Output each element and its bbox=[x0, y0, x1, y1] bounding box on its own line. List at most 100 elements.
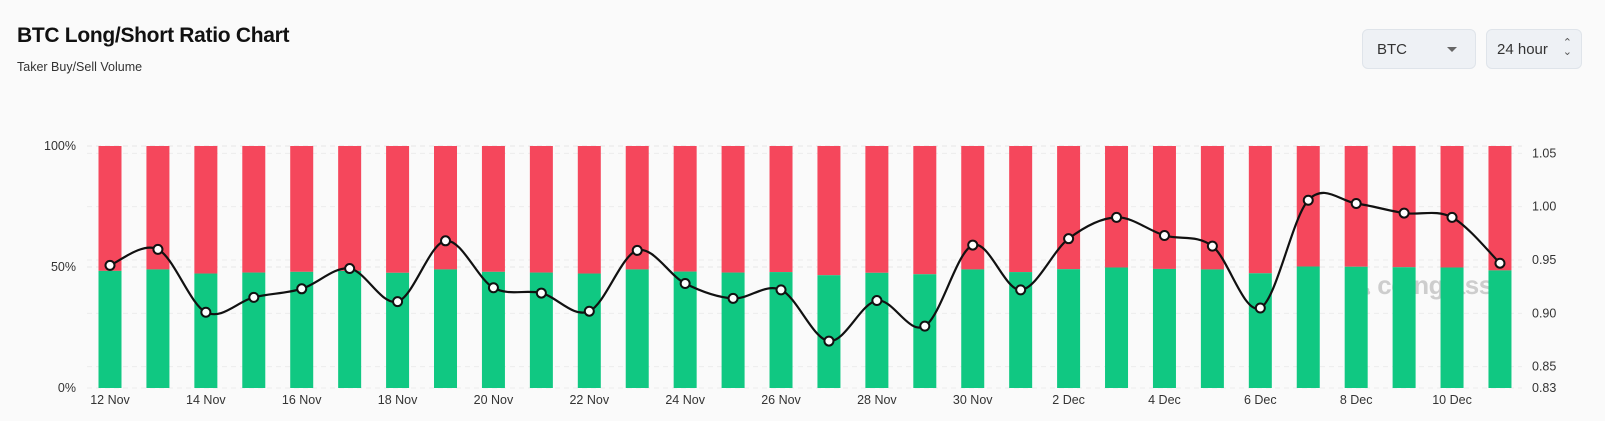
x-axis-tick: 20 Nov bbox=[474, 393, 514, 407]
long-bar bbox=[1152, 268, 1176, 388]
short-bar bbox=[290, 146, 314, 272]
short-bar bbox=[529, 146, 553, 273]
page-subtitle: Taker Buy/Sell Volume bbox=[17, 60, 143, 74]
long-bar bbox=[673, 271, 697, 388]
short-bar bbox=[1248, 146, 1272, 274]
short-bar bbox=[1488, 146, 1512, 271]
right-axis-tick: 0.90 bbox=[1532, 306, 1556, 320]
up-down-chevron-icon: ⌃ ⌄ bbox=[1562, 37, 1572, 58]
short-bar bbox=[721, 146, 745, 273]
short-bar bbox=[673, 146, 697, 272]
ratio-point bbox=[104, 259, 116, 271]
short-bar bbox=[817, 146, 841, 276]
long-bar bbox=[386, 272, 410, 388]
ratio-point bbox=[1398, 207, 1410, 219]
ratio-line bbox=[109, 191, 1501, 343]
ratio-point bbox=[775, 284, 787, 296]
long-bar bbox=[1392, 267, 1416, 388]
right-axis-tick: 1.05 bbox=[1532, 146, 1556, 160]
ratio-point bbox=[679, 277, 691, 289]
right-axis-tick: 0.85 bbox=[1532, 360, 1556, 374]
long-bar bbox=[529, 272, 553, 388]
short-bar bbox=[1440, 146, 1464, 268]
ratio-point bbox=[296, 283, 308, 295]
ratio-point bbox=[535, 287, 547, 299]
long-bar bbox=[1344, 266, 1368, 388]
ratio-point bbox=[631, 244, 643, 256]
short-bar bbox=[98, 146, 122, 271]
ratio-point bbox=[440, 235, 452, 247]
short-bar bbox=[194, 146, 218, 274]
short-bar bbox=[434, 146, 458, 270]
short-bar bbox=[1392, 146, 1416, 268]
long-bar bbox=[338, 270, 362, 388]
short-bar bbox=[961, 146, 985, 270]
long-bar bbox=[1488, 270, 1512, 388]
long-bar bbox=[769, 272, 793, 388]
interval-select[interactable]: 24 hour ⌃ ⌄ bbox=[1486, 29, 1582, 69]
right-axis-tick: 1.00 bbox=[1532, 200, 1556, 214]
ratio-point bbox=[1446, 211, 1458, 223]
long-bar bbox=[721, 272, 745, 388]
long-bar bbox=[194, 273, 218, 388]
long-bar bbox=[290, 271, 314, 388]
symbol-value: BTC bbox=[1377, 40, 1407, 58]
x-axis-tick: 18 Nov bbox=[378, 393, 418, 407]
ratio-point bbox=[344, 263, 356, 275]
x-axis-tick: 22 Nov bbox=[569, 393, 609, 407]
long-bar bbox=[817, 275, 841, 388]
long-bar bbox=[1440, 267, 1464, 388]
short-bar bbox=[1009, 146, 1033, 273]
short-bar bbox=[865, 146, 889, 273]
short-bar bbox=[1057, 146, 1081, 270]
ratio-point bbox=[248, 291, 260, 303]
ratio-point bbox=[823, 335, 835, 347]
long-bar bbox=[577, 273, 601, 388]
x-axis-tick: 8 Dec bbox=[1340, 393, 1373, 407]
coinglass-watermark: ☁ coinglass bbox=[1345, 270, 1493, 300]
ratio-point bbox=[392, 296, 404, 308]
x-axis-tick: 4 Dec bbox=[1148, 393, 1181, 407]
short-bar bbox=[1296, 146, 1320, 267]
short-bar bbox=[386, 146, 410, 273]
long-bar bbox=[625, 269, 649, 388]
ratio-point bbox=[583, 305, 595, 317]
long-bar bbox=[961, 269, 985, 388]
ratio-point bbox=[152, 243, 164, 255]
short-bar bbox=[481, 146, 505, 272]
short-bar bbox=[1105, 146, 1129, 268]
ratio-point bbox=[919, 320, 931, 332]
short-bar bbox=[625, 146, 649, 270]
x-axis-tick: 2 Dec bbox=[1052, 393, 1085, 407]
ratio-point bbox=[1015, 284, 1027, 296]
short-bar bbox=[146, 146, 170, 270]
short-bar bbox=[769, 146, 793, 273]
ratio-point bbox=[200, 306, 212, 318]
long-bar bbox=[1200, 269, 1224, 388]
long-bar bbox=[1057, 269, 1081, 388]
long-bar bbox=[434, 269, 458, 388]
ratio-point bbox=[1111, 211, 1123, 223]
ratio-point bbox=[1350, 197, 1362, 209]
x-axis-tick: 12 Nov bbox=[90, 393, 130, 407]
long-bar bbox=[1009, 272, 1033, 388]
long-bar bbox=[865, 272, 889, 388]
long-bar bbox=[146, 269, 170, 388]
short-bar bbox=[913, 146, 937, 275]
x-axis-tick: 14 Nov bbox=[186, 393, 226, 407]
long-bar bbox=[242, 272, 266, 388]
long-bar bbox=[481, 271, 505, 388]
symbol-select[interactable]: BTC bbox=[1362, 29, 1476, 69]
short-bar bbox=[338, 146, 362, 271]
ratio-point bbox=[1302, 194, 1314, 206]
ratio-point bbox=[1254, 302, 1266, 314]
short-bar bbox=[1152, 146, 1176, 269]
ratio-point bbox=[727, 292, 739, 304]
short-bar bbox=[577, 146, 601, 274]
ratio-point bbox=[1158, 229, 1170, 241]
x-axis-tick: 28 Nov bbox=[857, 393, 897, 407]
ratio-point bbox=[1206, 240, 1218, 252]
long-bar bbox=[1248, 273, 1272, 388]
left-axis-tick: 0% bbox=[58, 381, 76, 395]
x-axis-tick: 10 Dec bbox=[1432, 393, 1472, 407]
